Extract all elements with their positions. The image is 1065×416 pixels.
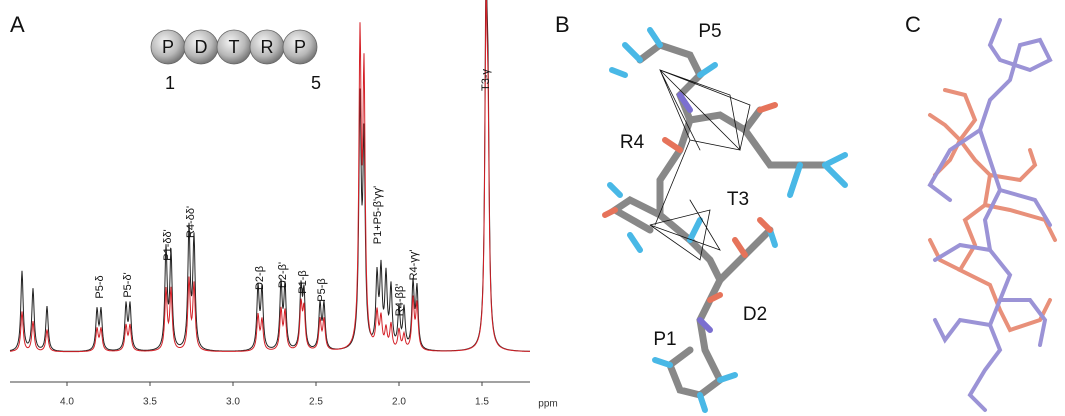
panel-b: B P5 R4 xyxy=(555,12,848,413)
peak-label: R4-δδ' xyxy=(185,206,197,238)
x-tick-label: 3.0 xyxy=(226,397,240,408)
peak-label: P5-δ xyxy=(94,275,106,298)
molecule xyxy=(602,27,848,413)
residue-label: P1 xyxy=(653,329,676,350)
peak-label: R4-ββ' xyxy=(394,284,406,316)
panel-label: C xyxy=(905,12,921,37)
residue-label: P5 xyxy=(698,21,721,42)
residue-letter: P xyxy=(294,37,306,57)
x-tick-label: 2.0 xyxy=(392,397,406,408)
residue-label: R4 xyxy=(620,132,645,153)
x-tick-label: 2.5 xyxy=(309,397,323,408)
panel-label: B xyxy=(555,12,570,37)
residue-number: 1 xyxy=(165,73,175,93)
peak-label: P1-β xyxy=(297,270,309,293)
peak-label: P5-β xyxy=(316,278,328,301)
residue-number: 5 xyxy=(311,73,321,93)
panel-label: A xyxy=(10,12,25,37)
peak-label: D2-β xyxy=(254,266,266,290)
residue-letter: D xyxy=(195,37,208,57)
residue-letter: P xyxy=(162,37,174,57)
peak-label: R4-γγ' xyxy=(408,250,420,281)
x-tick-label: 3.5 xyxy=(143,397,157,408)
peak-label: P5-δ' xyxy=(122,272,134,297)
residue-letter: T xyxy=(229,37,240,57)
peak-label: T3-γ xyxy=(480,69,492,92)
overlay-structure xyxy=(927,18,1057,412)
spectrum-trace xyxy=(9,0,530,353)
residue-bead xyxy=(282,29,318,65)
panel-a: A P D T R P1 5P5-δ P5-δ'P1-δδ'R4-δδ'D2-β D2-β' P… xyxy=(9,0,558,410)
peak-label: D2-β' xyxy=(277,262,289,288)
x-tick-label: 4.0 xyxy=(60,397,74,408)
peak-label: P1+P5-β'γγ' xyxy=(372,186,384,245)
x-axis-label: ppm xyxy=(538,399,557,410)
spectrum xyxy=(9,0,530,353)
peak-label: P1-δδ' xyxy=(162,229,174,260)
x-tick-label: 1.5 xyxy=(475,397,489,408)
panel-c: C xyxy=(905,12,1057,412)
residue-label: T3 xyxy=(727,189,749,210)
residue-label: D2 xyxy=(743,304,767,325)
residue-letter: R xyxy=(261,37,274,57)
